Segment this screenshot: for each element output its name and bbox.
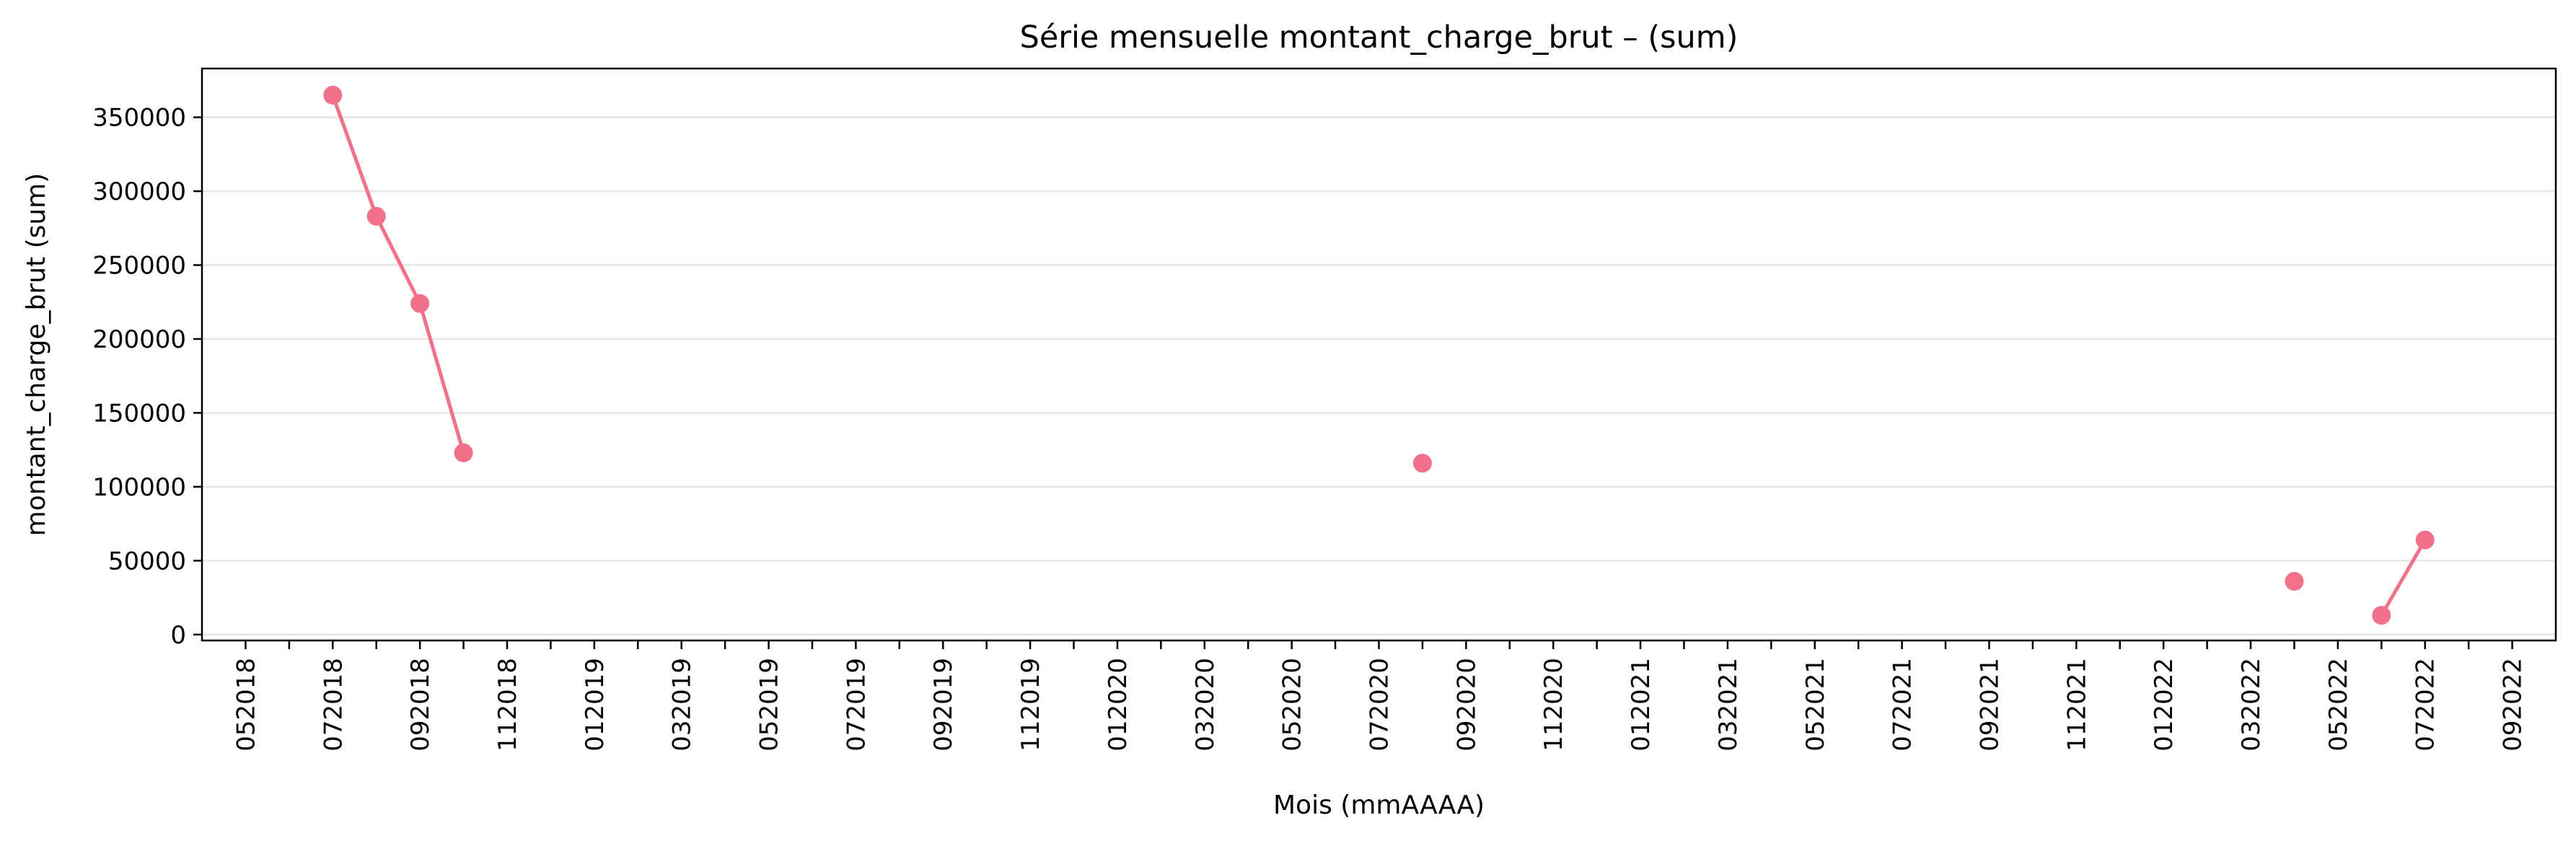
x-tick-label: 032020 bbox=[1191, 658, 1220, 752]
x-tick-label: 012021 bbox=[1627, 658, 1656, 752]
x-tick-label: 012019 bbox=[581, 658, 610, 752]
series-segment bbox=[374, 214, 422, 306]
series-segment bbox=[418, 301, 466, 455]
x-tick-label: 092021 bbox=[1975, 658, 2004, 752]
x-tick-label: 012020 bbox=[1104, 658, 1133, 752]
y-tick-label: 100000 bbox=[92, 473, 186, 502]
x-tick-label: 052022 bbox=[2324, 658, 2353, 752]
x-tick-label: 052020 bbox=[1278, 658, 1307, 752]
y-tick-label: 300000 bbox=[92, 177, 186, 206]
x-axis: 052018 072018 092018 112018 012019 032019 0520… bbox=[232, 640, 2528, 752]
plot-frame bbox=[201, 67, 2557, 642]
x-tick-label: 052019 bbox=[755, 658, 784, 752]
x-tick-label: 092022 bbox=[2499, 658, 2528, 752]
x-tick-label: 112018 bbox=[493, 658, 522, 752]
y-tick-label: 250000 bbox=[92, 252, 186, 281]
data-point bbox=[366, 206, 386, 226]
chart-title: Série mensuelle montant_charge_brut – (s… bbox=[1020, 19, 1738, 56]
data-point bbox=[2372, 606, 2391, 625]
x-tick-label: 032022 bbox=[2237, 658, 2266, 752]
data-point bbox=[2285, 572, 2304, 591]
series-markers bbox=[323, 85, 2435, 625]
series-segment bbox=[330, 93, 379, 219]
data-point bbox=[2415, 530, 2435, 550]
x-tick-label: 112020 bbox=[1539, 658, 1568, 752]
y-axis-label: montant_charge_brut (sum) bbox=[22, 173, 51, 537]
y-tick-label: 0 bbox=[170, 621, 186, 650]
series-lines bbox=[330, 93, 2427, 617]
x-tick-label: 072018 bbox=[319, 658, 348, 752]
x-tick-label: 112021 bbox=[2062, 658, 2091, 752]
y-tick-label: 350000 bbox=[92, 104, 186, 133]
x-axis-label: Mois (mmAAAA) bbox=[1273, 791, 1485, 820]
x-tick-label: 072021 bbox=[1889, 658, 1917, 752]
x-tick-label: 092019 bbox=[929, 658, 958, 752]
grid-lines bbox=[202, 116, 2556, 636]
y-tick-label: 50000 bbox=[108, 547, 186, 576]
x-tick-label: 092020 bbox=[1452, 658, 1481, 752]
x-tick-label: 012022 bbox=[2150, 658, 2179, 752]
x-tick-label: 112019 bbox=[1016, 658, 1045, 752]
data-point bbox=[1412, 454, 1432, 473]
data-point bbox=[454, 443, 473, 462]
x-tick-label: 052021 bbox=[1801, 658, 1830, 752]
x-tick-label: 052018 bbox=[232, 658, 260, 752]
data-point bbox=[323, 85, 343, 105]
x-tick-label: 092018 bbox=[406, 658, 435, 752]
data-point bbox=[410, 294, 430, 313]
y-axis: 0 50000 100000 150000 200000 250000 300000 3500… bbox=[92, 104, 202, 650]
x-tick-label: 032019 bbox=[668, 658, 697, 752]
y-tick-label: 150000 bbox=[92, 399, 186, 428]
y-tick-label: 200000 bbox=[92, 325, 186, 354]
x-tick-label: 072020 bbox=[1366, 658, 1394, 752]
series-segment bbox=[2379, 538, 2427, 617]
x-tick-label: 032021 bbox=[1714, 658, 1743, 752]
x-tick-label: 072019 bbox=[842, 658, 871, 752]
x-tick-label: 072022 bbox=[2412, 658, 2440, 752]
